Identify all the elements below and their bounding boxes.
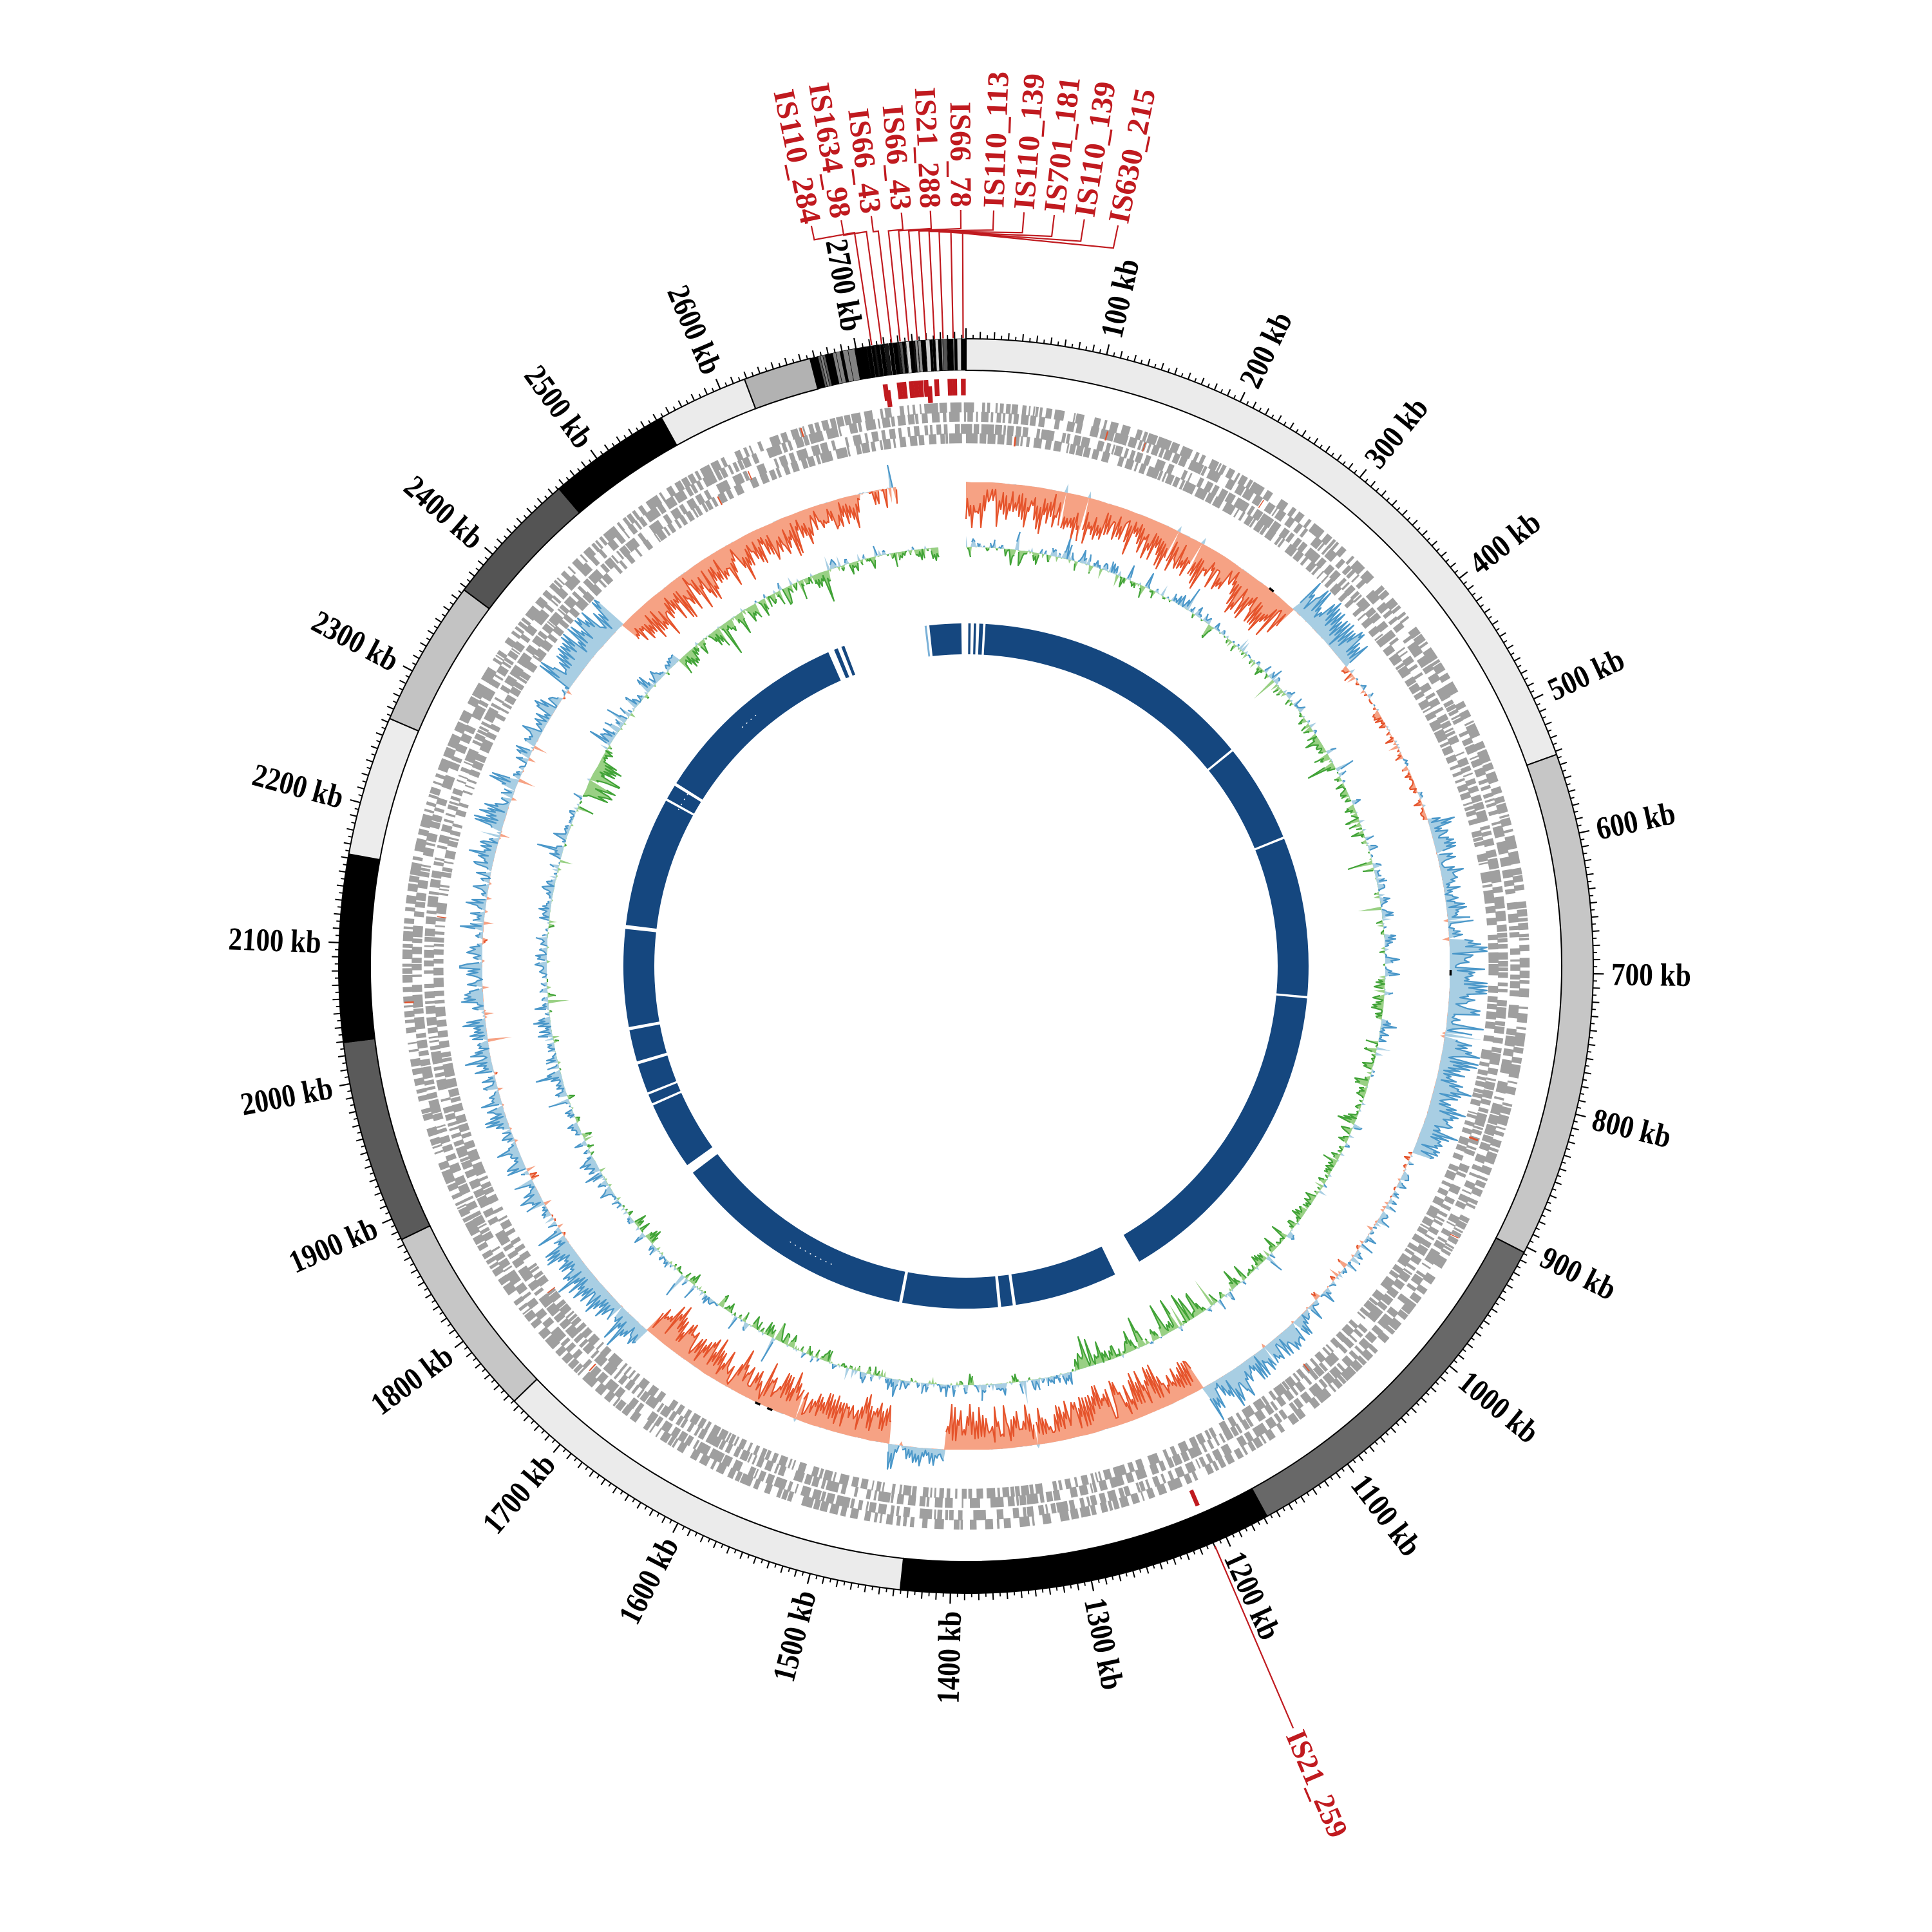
svg-text:700 kb: 700 kb: [1611, 956, 1692, 994]
svg-text:IS21_288: IS21_288: [908, 86, 947, 209]
svg-text:IS110_113: IS110_113: [977, 71, 1016, 209]
svg-text:1400 kb: 1400 kb: [930, 1611, 969, 1704]
svg-text:2100 kb: 2100 kb: [228, 920, 322, 960]
svg-text:IS66_78: IS66_78: [943, 102, 978, 207]
